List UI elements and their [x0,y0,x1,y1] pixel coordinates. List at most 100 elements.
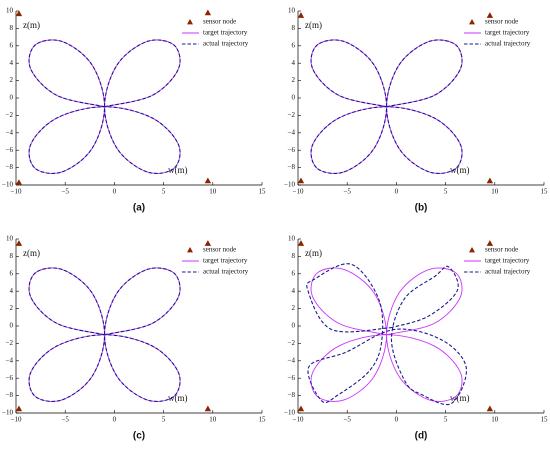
x-tick-label: −10 [293,416,304,424]
legend-label: sensor node [485,246,518,254]
sensor-node [297,240,305,246]
y-tick-label: 8 [10,24,14,32]
x-tick-label: 15 [541,416,549,424]
sensor-node [297,177,305,184]
y-tick-label: 2 [10,76,14,84]
y-tick-label: 0 [10,94,14,102]
y-tick-label: 0 [292,94,296,102]
y-tick-label: −4 [6,128,14,136]
y-tick-label: 8 [292,24,296,32]
legend-label: target trajectory [485,29,530,37]
panel-label: (a) [133,203,145,214]
y-tick-label: 4 [292,287,296,295]
legend-marker [469,247,475,253]
sensor-node [15,10,23,17]
y-tick-label: 4 [10,287,14,295]
x-axis-label: w(m) [450,393,470,403]
y-tick-label: 0 [10,322,14,330]
legend-label: actual trajectory [485,268,531,276]
sensor-node [297,12,305,18]
legend-label: sensor node [485,18,518,26]
y-tick-label: 4 [292,59,296,67]
y-tick-label: −8 [6,391,14,399]
sensor-node [486,240,494,246]
x-tick-label: 5 [162,188,166,196]
y-axis-label: z(m) [23,20,40,30]
x-tick-label: 15 [259,416,267,424]
x-tick-label: −5 [343,416,351,424]
y-tick-label: −2 [288,111,296,119]
x-axis-label: w(m) [168,393,188,403]
y-tick-label: 10 [6,7,14,15]
sensor-node [15,240,23,246]
y-tick-label: 6 [10,269,14,277]
trajectory [28,39,181,174]
y-tick-label: 6 [292,41,296,49]
y-tick-label: −6 [6,374,14,382]
y-tick-label: 6 [10,41,14,49]
legend-label: actual trajectory [203,40,249,48]
legend-label: actual trajectory [485,40,531,48]
panel-label: (c) [133,431,145,442]
y-tick-label: 2 [10,304,14,312]
trajectory [28,267,181,402]
y-tick-label: −2 [288,339,296,347]
y-axis-label: z(m) [305,20,322,30]
sensor-node [204,9,212,16]
sensor-node [297,405,305,412]
sensor-node [486,12,494,18]
sensor-node [15,405,23,412]
x-tick-label: 0 [113,416,117,424]
x-tick-label: 0 [113,188,117,196]
y-tick-label: 8 [292,252,296,260]
sensor-node [486,177,494,184]
y-tick-label: −6 [288,374,296,382]
trajectory [310,267,463,402]
legend-label: target trajectory [485,257,530,265]
x-tick-label: −5 [343,188,351,196]
x-axis-label: w(m) [168,165,188,175]
sensor-node [204,405,212,412]
y-tick-label: 8 [10,252,14,260]
x-tick-label: 5 [444,188,448,196]
legend-marker [187,19,193,25]
y-tick-label: 10 [288,235,296,243]
y-tick-label: 6 [292,269,296,277]
y-tick-label: −2 [6,111,14,119]
y-tick-label: −8 [288,163,296,171]
x-tick-label: 5 [444,416,448,424]
y-tick-label: −6 [6,146,14,154]
y-tick-label: −4 [288,128,296,136]
sensor-node [15,179,23,185]
trajectory [306,263,467,406]
x-tick-label: 15 [541,188,549,196]
y-tick-label: −8 [6,163,14,171]
x-tick-label: −10 [293,188,304,196]
x-tick-label: 0 [395,416,399,424]
y-tick-label: 2 [292,76,296,84]
sensor-node [204,240,212,246]
x-tick-label: 10 [209,416,217,424]
x-tick-label: 5 [162,416,166,424]
x-tick-label: −5 [61,416,69,424]
sensor-node [486,405,494,412]
y-tick-label: −10 [2,409,13,417]
y-axis-label: z(m) [305,248,322,258]
trajectory [310,39,463,174]
x-tick-label: 0 [395,188,399,196]
x-axis-label: w(m) [450,165,470,175]
sensor-node [204,177,212,184]
legend-label: target trajectory [203,29,248,37]
panel-label: (b) [415,203,428,214]
x-tick-label: 10 [491,416,499,424]
legend-label: actual trajectory [203,268,249,276]
legend-label: target trajectory [203,257,248,265]
x-tick-label: 10 [209,188,217,196]
legend-marker [187,247,193,253]
y-tick-label: −10 [284,181,295,189]
y-tick-label: 0 [292,322,296,330]
x-tick-label: −10 [11,416,22,424]
legend-marker [469,19,475,25]
y-tick-label: 10 [288,7,296,15]
